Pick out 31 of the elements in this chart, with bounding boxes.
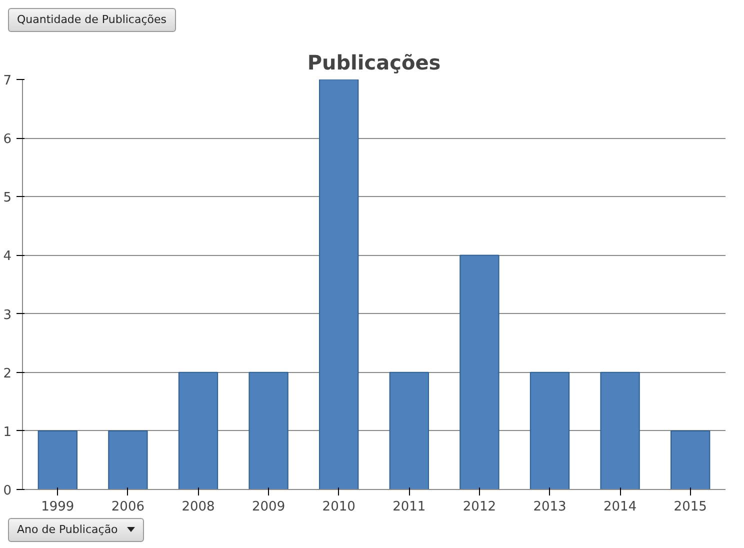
bar <box>178 372 218 490</box>
y-tick-label: 1 <box>3 424 12 440</box>
bar <box>670 430 710 490</box>
y-tick-label: 6 <box>3 132 12 148</box>
x-tick-label: 2014 <box>604 500 637 514</box>
x-tick-label: 2006 <box>111 500 144 514</box>
y-tick-label: 5 <box>3 190 12 206</box>
x-tick-label: 2010 <box>322 500 356 514</box>
x-tick-label: 2015 <box>674 500 707 514</box>
bar <box>600 372 640 490</box>
x-tick-label: 2011 <box>392 500 426 514</box>
x-tick-label: 2012 <box>462 500 496 514</box>
bar <box>248 372 288 490</box>
x-tick-label: 1999 <box>41 500 74 514</box>
x-tick-label: 2013 <box>533 500 566 514</box>
x-axis-title: Ano de Publicação <box>8 518 144 542</box>
y-tick-label: 4 <box>3 249 12 264</box>
bar <box>460 254 500 490</box>
x-tick-label: 2009 <box>252 500 286 514</box>
bar <box>319 80 359 490</box>
y-tick-label: 3 <box>3 308 12 323</box>
y-tick-label: 2 <box>3 366 12 382</box>
y-axis-title: Quantidade de Publicações <box>8 8 176 32</box>
bar <box>530 372 570 490</box>
chart-title: Publicações <box>307 50 441 74</box>
bar <box>389 372 429 490</box>
y-tick-label: 7 <box>3 74 12 88</box>
y-tick-label: 0 <box>3 484 12 498</box>
bar <box>108 430 148 490</box>
bar <box>38 430 78 490</box>
x-tick-label: 2008 <box>182 500 215 514</box>
